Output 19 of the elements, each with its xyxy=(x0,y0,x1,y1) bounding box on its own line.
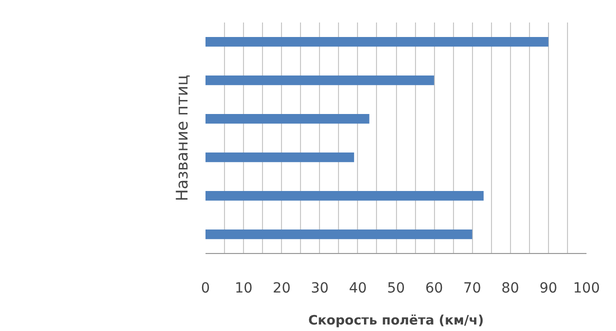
x-tick-label: 60 xyxy=(425,280,444,296)
x-tick-label: 50 xyxy=(387,280,405,296)
x-tick-label: 70 xyxy=(463,280,482,296)
bar xyxy=(206,152,354,162)
x-tick-label: 30 xyxy=(310,280,329,296)
bar xyxy=(206,229,472,240)
x-tick-label: 0 xyxy=(201,280,210,296)
bar xyxy=(206,114,370,124)
y-axis-title: Название птиц xyxy=(172,74,192,202)
x-tick-label: 20 xyxy=(272,280,291,296)
bar xyxy=(206,36,548,47)
bar xyxy=(206,75,434,86)
x-tick-label: 40 xyxy=(348,280,367,296)
x-tick-label: 80 xyxy=(501,280,520,296)
x-tick-label: 90 xyxy=(539,280,558,296)
x-axis-title: Скорость полёта (км/ч) xyxy=(308,314,484,328)
bar xyxy=(206,190,484,201)
x-tick-label: 100 xyxy=(573,280,600,296)
x-tick-label: 10 xyxy=(234,280,253,296)
